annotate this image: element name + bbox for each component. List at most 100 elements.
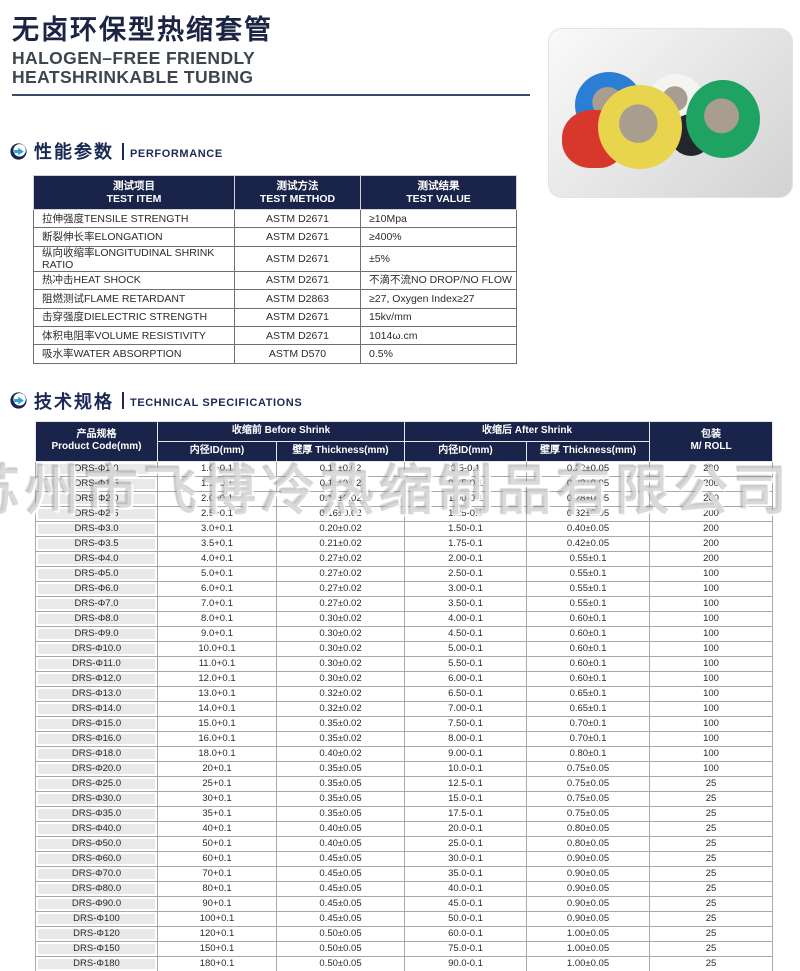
test-item-cell: 击穿强度DIELECTRIC STRENGTH [33, 307, 235, 327]
pack-cell: 25 [649, 955, 774, 971]
table-row: DRS-Φ14.0 14.0+0.1 0.32±0.02 7.00-0.1 0.65±0… [35, 700, 774, 717]
product-code-cell: DRS-Φ1.5 [35, 475, 158, 492]
table-row: DRS-Φ10.0 10.0+0.1 0.30±0.02 5.00-0.1 0.60±0… [35, 640, 774, 657]
after-thickness-cell: 0.90±0.05 [526, 895, 651, 912]
pack-cell: 100 [649, 730, 774, 747]
after-id-cell: 7.50-0.1 [404, 715, 528, 732]
after-id-cell: 4.50-0.1 [404, 625, 528, 642]
tubing-roll-yellow [598, 85, 682, 169]
product-code-cell: DRS-Φ50.0 [35, 835, 158, 852]
table-row: DRS-Φ4.0 4.0+0.1 0.27±0.02 2.00-0.1 0.55±0.1… [35, 550, 774, 567]
after-id-cell: 6.50-0.1 [404, 685, 528, 702]
before-id-cell: 8.0+0.1 [157, 610, 277, 627]
table-row: DRS-Φ90.0 90+0.1 0.45±0.05 45.0-0.1 0.90±0.0… [35, 895, 774, 912]
before-id-cell: 9.0+0.1 [157, 625, 277, 642]
before-thickness-cell: 0.14±0.02 [275, 490, 406, 507]
before-thickness-cell: 0.40±0.05 [275, 835, 406, 852]
before-thickness-cell: 0.45±0.05 [275, 895, 406, 912]
test-method-cell: ASTM D2671 [234, 208, 361, 229]
after-thickness-cell: 0.65±0.1 [526, 700, 651, 717]
test-item-cell: 断裂伸长率ELONGATION [33, 227, 235, 247]
after-thickness-cell: 0.70±0.1 [526, 715, 651, 732]
after-id-cell: 3.50-0.1 [404, 595, 528, 612]
test-item-cell: 纵向收缩率LONGITUDINAL SHRINK RATIO [33, 245, 235, 272]
pack-cell: 100 [649, 760, 774, 777]
before-thickness-cell: 0.45±0.05 [275, 910, 406, 927]
performance-table-body: 拉伸强度TENSILE STRENGTH ASTM D2671 ≥10Mpa 断裂伸长… [33, 208, 517, 364]
before-thickness-cell: 0.50±0.05 [275, 955, 406, 971]
before-id-cell: 4.0+0.1 [157, 550, 277, 567]
section-performance-title-en: PERFORMANCE [130, 147, 223, 160]
before-id-cell: 150+0.1 [157, 940, 277, 957]
test-item-cell: 体积电阻率VOLUME RESISTIVITY [33, 325, 235, 346]
after-id-cell: 1.50-0.1 [404, 520, 528, 537]
before-thickness-cell: 0.30±0.02 [275, 610, 406, 627]
before-id-cell: 100+0.1 [157, 910, 277, 927]
after-thickness-cell: 0.90±0.05 [526, 865, 651, 882]
tubing-roll-green [686, 80, 760, 158]
section-bullet-icon [10, 392, 27, 409]
col-header-after-thickness: 壁厚 Thickness(mm) [526, 440, 651, 462]
table-row: DRS-Φ35.0 35+0.1 0.35±0.05 17.5-0.1 0.75±0.0… [35, 805, 774, 822]
table-row: DRS-Φ40.0 40+0.1 0.40±0.05 20.0-0.1 0.80±0.0… [35, 820, 774, 837]
spec-table-header-row-2: 内径ID(mm) 壁厚 Thickness(mm) 内径ID(mm) 壁厚 Th… [36, 440, 773, 462]
table-row: 拉伸强度TENSILE STRENGTH ASTM D2671 ≥10Mpa [33, 208, 517, 229]
pack-cell: 25 [649, 790, 774, 807]
after-thickness-cell: 0.75±0.05 [526, 790, 651, 807]
pack-cell: 25 [649, 895, 774, 912]
table-row: DRS-Φ3.5 3.5+0.1 0.21±0.02 1.75-0.1 0.42±0.0… [35, 535, 774, 552]
table-row: DRS-Φ18.0 18.0+0.1 0.40±0.02 9.00-0.1 0.80±0… [35, 745, 774, 762]
table-row: DRS-Φ50.0 50+0.1 0.40±0.05 25.0-0.1 0.80±0.0… [35, 835, 774, 852]
table-row: DRS-Φ5.0 5.0+0.1 0.27±0.02 2.50-0.1 0.55±0.1… [35, 565, 774, 582]
table-row: DRS-Φ80.0 80+0.1 0.45±0.05 40.0-0.1 0.90±0.0… [35, 880, 774, 897]
performance-table-header-row: 测试项目 TEST ITEM 测试方法 TEST METHOD 测试结果 TES… [33, 175, 517, 210]
pack-cell: 100 [649, 610, 774, 627]
product-code-cell: DRS-Φ9.0 [35, 625, 158, 642]
before-id-cell: 16.0+0.1 [157, 730, 277, 747]
pack-cell: 100 [649, 640, 774, 657]
before-id-cell: 15.0+0.1 [157, 715, 277, 732]
after-id-cell: 12.5-0.1 [404, 775, 528, 792]
before-thickness-cell: 0.35±0.05 [275, 775, 406, 792]
after-id-cell: 1.25-0.1 [404, 505, 528, 522]
table-row: DRS-Φ6.0 6.0+0.1 0.27±0.02 3.00-0.1 0.55±0.1… [35, 580, 774, 597]
before-id-cell: 5.0+0.1 [157, 565, 277, 582]
col-header-test-item: 测试项目 TEST ITEM [33, 175, 235, 210]
product-code-cell: DRS-Φ13.0 [35, 685, 158, 702]
page-title: 无卤环保型热缩套管 [12, 15, 273, 45]
product-code-cell: DRS-Φ4.0 [35, 550, 158, 567]
after-thickness-cell: 0.70±0.1 [526, 730, 651, 747]
after-id-cell: 10.0-0.1 [404, 760, 528, 777]
test-value-cell: ≥400% [360, 227, 517, 247]
product-code-cell: DRS-Φ1.0 [35, 460, 158, 477]
test-method-cell: ASTM D2671 [234, 270, 361, 291]
after-thickness-cell: 0.75±0.05 [526, 775, 651, 792]
table-row: 纵向收缩率LONGITUDINAL SHRINK RATIO ASTM D2671… [33, 245, 517, 272]
test-value-cell: 0.5% [360, 344, 517, 364]
after-id-cell: 8.00-0.1 [404, 730, 528, 747]
table-row: DRS-Φ120 120+0.1 0.50±0.05 60.0-0.1 1.00±0.0… [35, 925, 774, 942]
after-id-cell: 35.0-0.1 [404, 865, 528, 882]
after-id-cell: 3.00-0.1 [404, 580, 528, 597]
after-thickness-cell: 0.22±0.05 [526, 460, 651, 477]
product-code-cell: DRS-Φ30.0 [35, 790, 158, 807]
before-id-cell: 12.0+0.1 [157, 670, 277, 687]
product-code-cell: DRS-Φ20.0 [35, 760, 158, 777]
before-thickness-cell: 0.30±0.02 [275, 655, 406, 672]
pack-cell: 200 [649, 535, 774, 552]
pack-cell: 200 [649, 460, 774, 477]
before-id-cell: 25+0.1 [157, 775, 277, 792]
after-thickness-cell: 0.32±0.05 [526, 505, 651, 522]
product-code-cell: DRS-Φ100 [35, 910, 158, 927]
section-title-divider [122, 392, 124, 410]
test-value-cell: ≥10Mpa [360, 208, 517, 229]
table-row: DRS-Φ7.0 7.0+0.1 0.27±0.02 3.50-0.1 0.55±0.1… [35, 595, 774, 612]
table-row: DRS-Φ180 180+0.1 0.50±0.05 90.0-0.1 1.00±0.0… [35, 955, 774, 971]
product-photo [548, 28, 793, 198]
after-thickness-cell: 1.00±0.05 [526, 925, 651, 942]
pack-cell: 100 [649, 670, 774, 687]
pack-cell: 25 [649, 835, 774, 852]
test-item-cell: 热冲击HEAT SHOCK [33, 270, 235, 291]
before-thickness-cell: 0.35±0.02 [275, 730, 406, 747]
after-id-cell: 17.5-0.1 [404, 805, 528, 822]
